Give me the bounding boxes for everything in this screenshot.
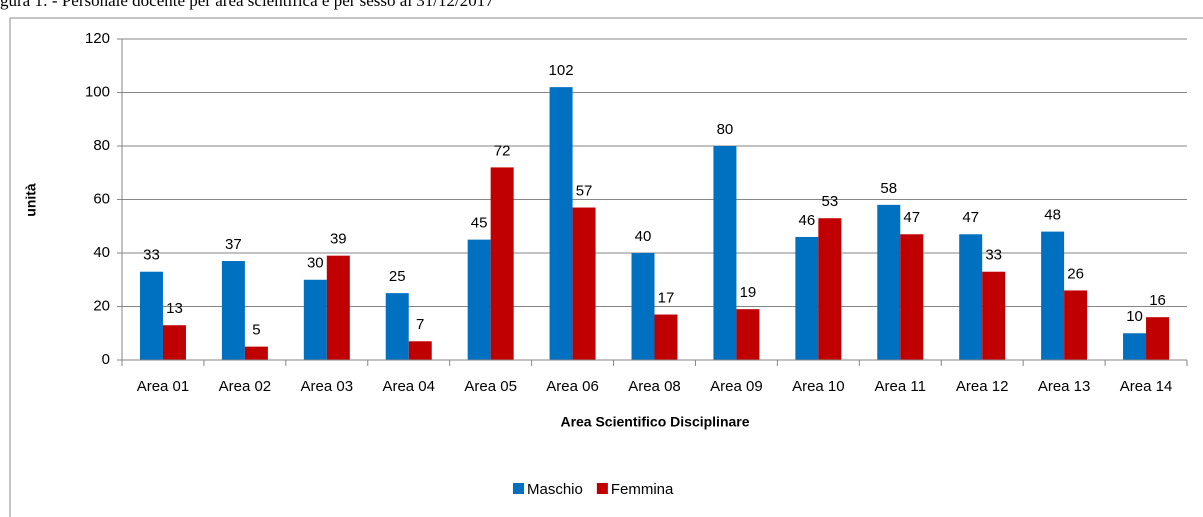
- x-tick-label: Area 05: [464, 378, 517, 395]
- y-tick-label: 120: [85, 30, 110, 47]
- bar: [408, 341, 432, 360]
- value-label: 37: [225, 236, 242, 253]
- legend-swatch: [596, 483, 608, 494]
- bar: [326, 255, 350, 360]
- bar: [959, 234, 983, 360]
- bar: [467, 239, 491, 360]
- value-label: 47: [962, 209, 979, 226]
- y-tick-label: 80: [93, 137, 110, 154]
- bar: [162, 325, 186, 360]
- value-label: 58: [880, 180, 897, 197]
- legend-swatch: [513, 483, 524, 494]
- chart-title: gura 1: - Personale docente per area sci…: [0, 0, 494, 10]
- bar: [221, 261, 245, 360]
- value-label: 39: [330, 231, 347, 248]
- bar: [818, 218, 842, 360]
- bar: [244, 346, 268, 360]
- bar: [1123, 333, 1147, 360]
- legend-label: Femmina: [611, 481, 674, 498]
- bar: [385, 293, 409, 360]
- x-tick-label: Area 03: [301, 378, 354, 395]
- value-label: 30: [307, 255, 324, 272]
- x-tick-label: Area 12: [956, 378, 1009, 395]
- value-label: 80: [717, 121, 734, 138]
- bar: [654, 314, 678, 360]
- value-label: 10: [1126, 308, 1143, 325]
- bar: [303, 279, 327, 360]
- x-tick-label: Area 02: [219, 378, 272, 395]
- value-label: 57: [576, 182, 593, 199]
- bar: [900, 234, 924, 360]
- x-tick-label: Area 06: [546, 378, 599, 395]
- value-label: 72: [494, 142, 511, 159]
- bar: [549, 87, 573, 361]
- bar: [572, 207, 596, 360]
- y-tick-label: 60: [93, 190, 110, 207]
- bar: [139, 271, 163, 360]
- value-label: 33: [143, 247, 160, 264]
- value-label: 19: [740, 284, 757, 301]
- x-tick-label: Area 14: [1120, 378, 1173, 395]
- value-label: 7: [416, 316, 424, 333]
- y-tick-label: 100: [85, 83, 110, 100]
- bar: [877, 204, 901, 360]
- bar: [490, 167, 514, 360]
- value-label: 40: [635, 228, 652, 245]
- x-tick-label: Area 11: [875, 378, 926, 395]
- value-label: 16: [1149, 292, 1166, 309]
- y-tick-label: 0: [102, 351, 110, 368]
- value-label: 45: [471, 215, 488, 232]
- bar: [1064, 290, 1088, 360]
- value-label: 13: [166, 300, 183, 317]
- bar: [1146, 317, 1170, 360]
- x-tick-label: Area 04: [382, 378, 435, 395]
- bar: [713, 146, 737, 360]
- bar: [1041, 231, 1065, 360]
- x-tick-label: Area 13: [1038, 378, 1091, 395]
- value-label: 25: [389, 268, 406, 285]
- value-label: 5: [252, 322, 260, 339]
- value-label: 17: [658, 289, 675, 306]
- x-tick-label: Area 01: [137, 378, 190, 395]
- bar: [982, 271, 1006, 360]
- x-tick-label: Area 10: [792, 378, 845, 395]
- value-label: 33: [985, 247, 1002, 264]
- y-tick-label: 40: [93, 244, 110, 261]
- x-tick-label: Area 09: [710, 378, 763, 395]
- value-label: 53: [822, 193, 839, 210]
- value-label: 48: [1044, 207, 1061, 224]
- bar: [631, 253, 655, 360]
- x-tick-label: Area 08: [628, 378, 681, 395]
- x-axis-title: Area Scientifico Disciplinare: [560, 414, 749, 430]
- value-label: 46: [799, 212, 816, 229]
- bar: [795, 236, 819, 360]
- y-tick-label: 20: [93, 297, 110, 314]
- value-label: 102: [549, 62, 574, 79]
- y-axis-title: unità: [23, 183, 39, 217]
- value-label: 26: [1067, 265, 1084, 282]
- legend-label: Maschio: [527, 481, 583, 498]
- value-label: 47: [903, 209, 920, 226]
- bar: [736, 309, 760, 360]
